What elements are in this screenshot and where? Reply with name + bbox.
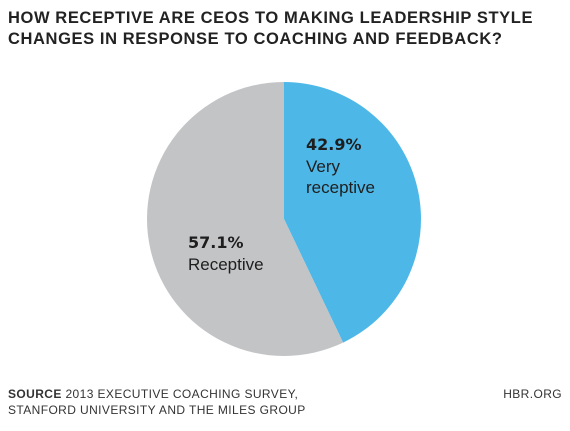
brand-label: HBR.ORG: [503, 387, 562, 401]
source-label: SOURCE: [8, 387, 62, 401]
pie-slice-receptive: [146, 82, 344, 356]
source-note: SOURCE 2013 EXECUTIVE COACHING SURVEY, S…: [8, 386, 408, 418]
source-line-2: STANFORD UNIVERSITY AND THE MILES GROUP: [8, 403, 306, 417]
slice-value-label: 42.9%: [306, 135, 362, 154]
pie-slice-very-receptive: [284, 82, 421, 343]
pie-labels: 42.9% Very receptive 57.1% Receptive: [188, 135, 375, 274]
source-line-1: 2013 EXECUTIVE COACHING SURVEY,: [65, 387, 299, 401]
slice-category-label: Receptive: [188, 255, 264, 274]
slice-value-label: 57.1%: [188, 233, 244, 252]
chart-title: HOW RECEPTIVE ARE CEOS TO MAKING LEADERS…: [8, 9, 534, 48]
pie-slices: [146, 82, 421, 356]
slice-category-label: receptive: [306, 178, 375, 197]
slice-category-label: Very: [306, 157, 341, 176]
